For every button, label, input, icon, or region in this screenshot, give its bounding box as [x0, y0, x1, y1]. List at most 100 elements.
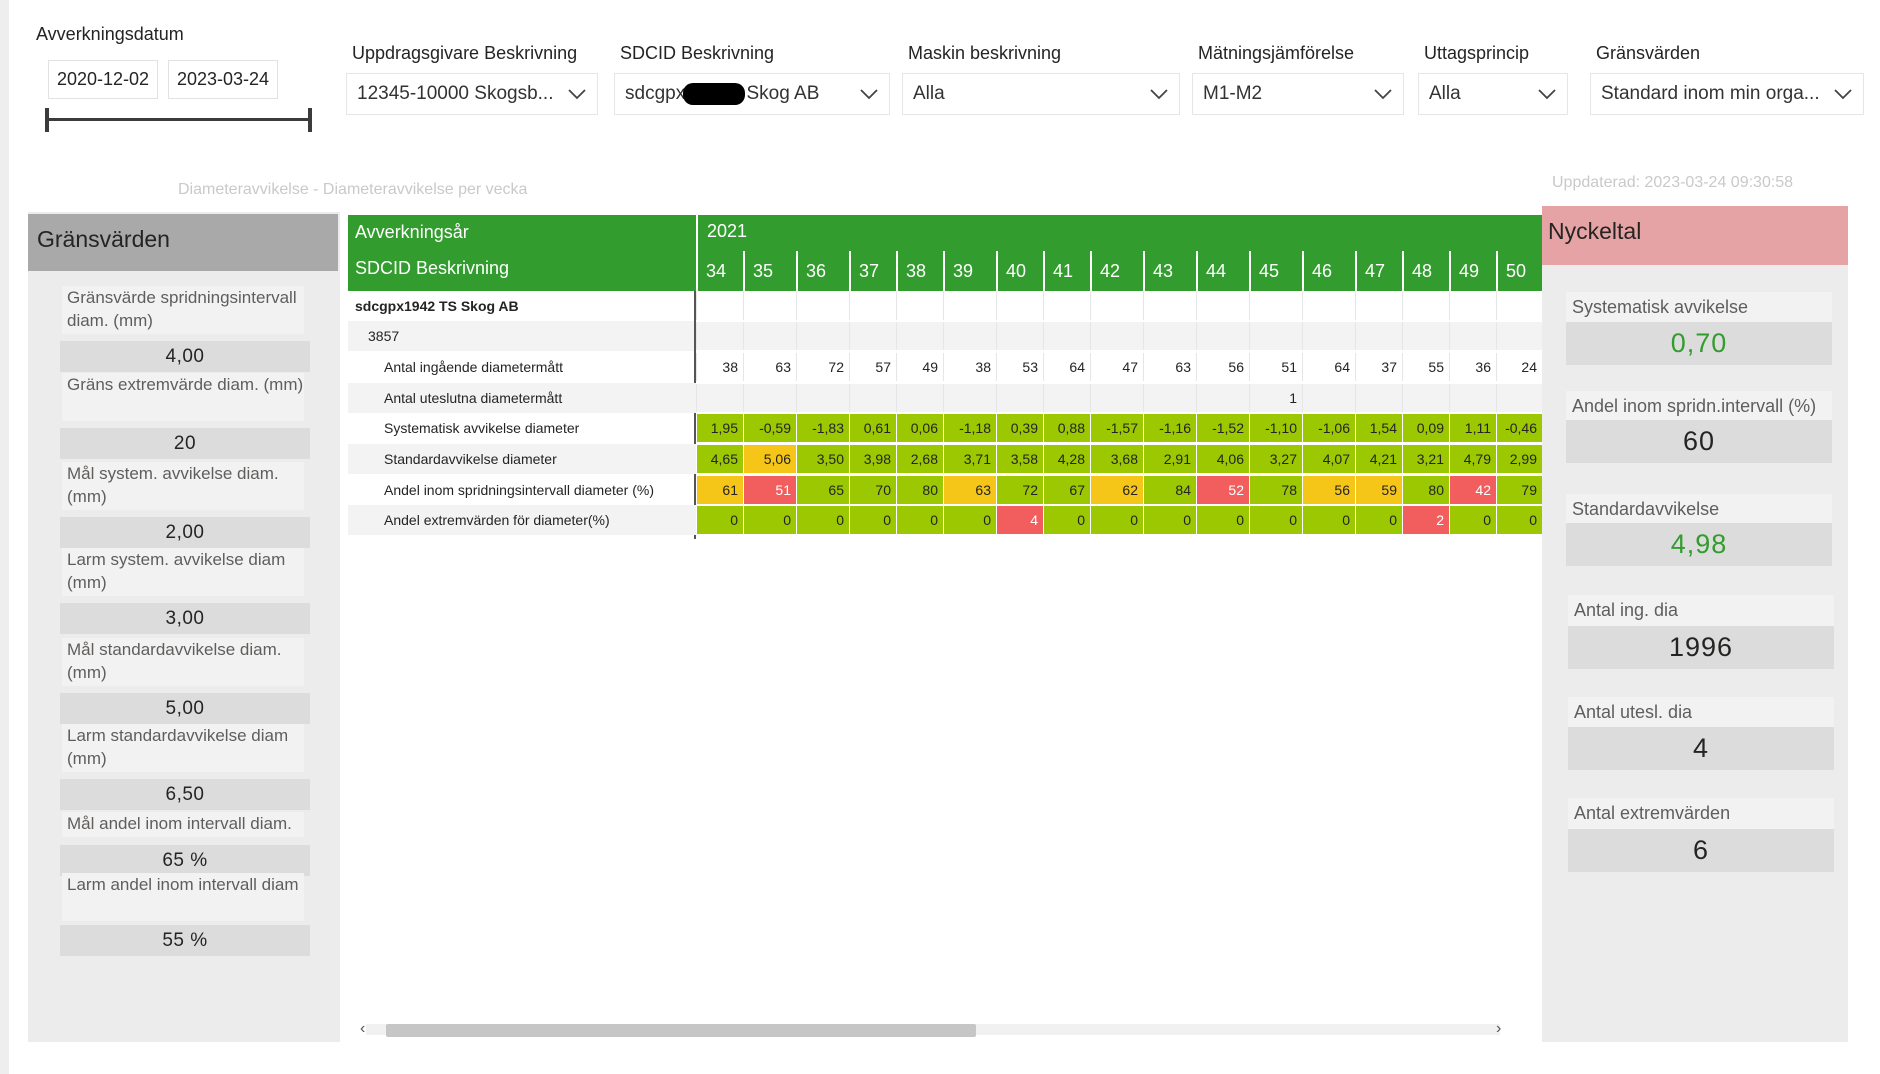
- matrix-cell: 2,68: [896, 445, 943, 473]
- matrix-year-header-label: Avverkningsår: [355, 222, 469, 242]
- slicer-uppdragsgivare-dropdown[interactable]: 12345-10000 Skogsb...: [346, 73, 598, 115]
- matrix-cell-empty: [796, 292, 849, 320]
- matrix-row-label[interactable]: Andel inom spridningsintervall diameter …: [384, 482, 655, 498]
- matrix-row-label[interactable]: Antal ingående diametermått: [384, 359, 563, 375]
- matrix-cell: -1,52: [1196, 414, 1249, 442]
- left-edge: [0, 0, 9, 1074]
- slicer-uttag-title: Uttagsprincip: [1424, 43, 1530, 63]
- date-start-input[interactable]: 2020-12-02: [48, 60, 158, 99]
- date-slider-start-handle[interactable]: [45, 108, 49, 132]
- matrix-week-header[interactable]: 42: [1090, 251, 1143, 291]
- matrix-week-header[interactable]: 43: [1143, 251, 1196, 291]
- slicer-maskin-dropdown[interactable]: Alla: [902, 73, 1180, 115]
- matrix-week-header[interactable]: 50: [1496, 251, 1542, 291]
- matrix-cell: 2,91: [1143, 445, 1196, 473]
- matrix-cell-empty: [1355, 292, 1402, 320]
- matrix-cell-empty: [1302, 322, 1355, 350]
- matrix-cell: 0,06: [896, 414, 943, 442]
- matrix-week-header[interactable]: 49: [1449, 251, 1496, 291]
- matrix-week-header[interactable]: 47: [1355, 251, 1402, 291]
- slicer-sdcid-value-suffix: Skog AB: [746, 83, 820, 104]
- chevron-down-icon: [568, 89, 586, 100]
- matrix-cell: 72: [796, 353, 849, 381]
- slicer-matning-dropdown[interactable]: M1-M2: [1192, 73, 1404, 115]
- matrix-week-header-row: SDCID Beskrivning 34 35 36 37 38 39 40 41 42 43 44…: [348, 251, 1542, 291]
- matrix-cell: 3,71: [943, 445, 996, 473]
- diameter-matrix[interactable]: Avverkningsår 2021 SDCID Beskrivning 34 3…: [348, 215, 1542, 545]
- limit-label: Larm system. avvikelse diam (mm): [62, 548, 304, 596]
- scrollbar-thumb[interactable]: [386, 1024, 976, 1037]
- slicer-uttag-dropdown[interactable]: Alla: [1418, 73, 1568, 115]
- matrix-cell-empty: [1090, 292, 1143, 320]
- date-end-input[interactable]: 2023-03-24: [168, 60, 278, 99]
- matrix-cell: 0: [1143, 506, 1196, 534]
- matrix-row-label[interactable]: Standardavvikelse diameter: [348, 444, 696, 474]
- limit-value: 20: [60, 428, 310, 459]
- matrix-horizontal-scrollbar[interactable]: ‹ ›: [348, 1020, 1518, 1038]
- date-slider-end-handle[interactable]: [308, 108, 312, 132]
- matrix-cell: 0: [1090, 506, 1143, 534]
- matrix-cell-empty: [1496, 292, 1542, 320]
- matrix-week-header[interactable]: 41: [1043, 251, 1090, 291]
- matrix-cell: 56: [1196, 353, 1249, 381]
- matrix-week-header[interactable]: 35: [743, 251, 796, 291]
- date-range-slider[interactable]: [46, 118, 310, 121]
- chevron-down-icon: [1374, 89, 1392, 100]
- kpi-label: Standardavvikelse: [1566, 494, 1832, 525]
- matrix-cell: 72: [996, 476, 1043, 504]
- matrix-cell: 80: [1402, 476, 1449, 504]
- matrix-cell: -0,59: [743, 414, 796, 442]
- slicer-uppdragsgivare-title: Uppdragsgivare Beskrivning: [352, 43, 578, 63]
- matrix-cell: 0: [849, 506, 896, 534]
- kpi-value: 6: [1568, 829, 1834, 872]
- slicer-maskin-value: Alla: [913, 83, 945, 104]
- matrix-week-header[interactable]: 46: [1302, 251, 1355, 291]
- matrix-sub-label[interactable]: 3857: [348, 321, 696, 351]
- scroll-left-icon[interactable]: ‹: [360, 1020, 366, 1037]
- matrix-row-label[interactable]: Systematisk avvikelse diameter: [384, 420, 580, 436]
- matrix-cell: 4: [996, 506, 1043, 534]
- matrix-cell-empty: [696, 292, 743, 320]
- matrix-week-header[interactable]: 38: [896, 251, 943, 291]
- matrix-cell: 4,65: [696, 445, 743, 473]
- slicer-matning-title: Mätningsjämförelse: [1198, 43, 1355, 63]
- chevron-down-icon: [1538, 89, 1556, 100]
- limits-header: Gränsvärden: [28, 214, 338, 271]
- matrix-week-header[interactable]: 40: [996, 251, 1043, 291]
- matrix-cell: [696, 384, 743, 412]
- matrix-cell: 0,61: [849, 414, 896, 442]
- matrix-week-header[interactable]: 45: [1249, 251, 1302, 291]
- matrix-week-header[interactable]: 39: [943, 251, 996, 291]
- matrix-cell: 52: [1196, 476, 1249, 504]
- slicer-gransvarden-dropdown[interactable]: Standard inom min orga...: [1590, 73, 1864, 115]
- limit-value: 3,00: [60, 603, 310, 634]
- slicer-sdcid-dropdown[interactable]: sdcgpx Skog AB: [614, 73, 890, 115]
- slicer-maskin-title: Maskin beskrivning: [908, 43, 1062, 63]
- matrix-cell-empty: [1402, 292, 1449, 320]
- matrix-week-header[interactable]: 36: [796, 251, 849, 291]
- matrix-cell: 0: [796, 506, 849, 534]
- matrix-week-header[interactable]: 44: [1196, 251, 1249, 291]
- slicer-sdcid-title: SDCID Beskrivning: [620, 43, 775, 63]
- matrix-cell: 61: [696, 476, 743, 504]
- matrix-cell-empty: [1143, 322, 1196, 350]
- matrix-cell: 2: [1402, 506, 1449, 534]
- matrix-row-label[interactable]: Andel extremvärden för diameter(%): [348, 505, 696, 535]
- matrix-row-label[interactable]: Antal uteslutna diametermått: [348, 383, 696, 413]
- matrix-cell: 0: [896, 506, 943, 534]
- matrix-week-header[interactable]: 37: [849, 251, 896, 291]
- scroll-right-icon[interactable]: ›: [1496, 1020, 1502, 1037]
- matrix-week-header[interactable]: 34: [696, 251, 743, 291]
- matrix-cell-empty: [1196, 292, 1249, 320]
- matrix-cell: 2,99: [1496, 445, 1542, 473]
- matrix-cell-empty: [943, 292, 996, 320]
- matrix-cell: 1,95: [696, 414, 743, 442]
- matrix-cell: 53: [996, 353, 1043, 381]
- matrix-year-cell[interactable]: 2021: [696, 215, 747, 251]
- matrix-group-label[interactable]: sdcgpx1942 TS Skog AB: [355, 298, 519, 314]
- matrix-cell-empty: [1249, 292, 1302, 320]
- matrix-cell: [1355, 384, 1402, 412]
- matrix-week-header[interactable]: 48: [1402, 251, 1449, 291]
- matrix-cell: 0: [1302, 506, 1355, 534]
- kpi-label: Antal utesl. dia: [1568, 697, 1834, 728]
